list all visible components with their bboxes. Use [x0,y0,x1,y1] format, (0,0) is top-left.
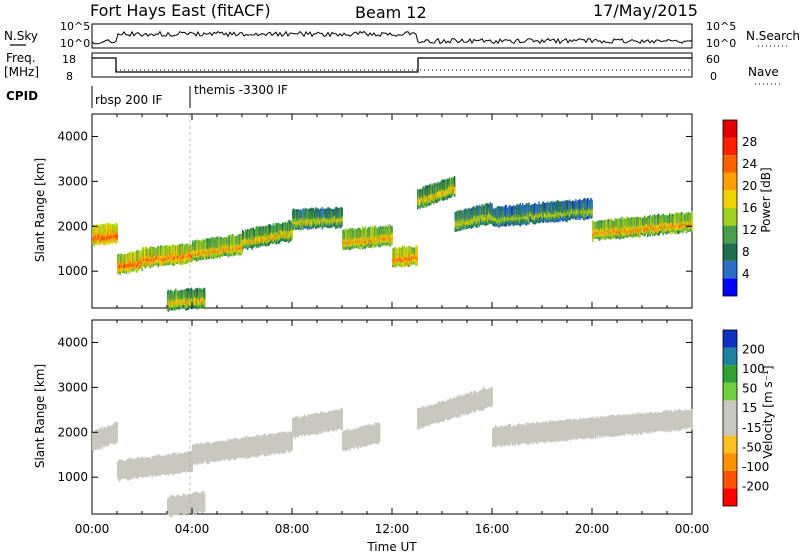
nsky-panel [91,23,693,49]
freq-axis-bottom: 8 [66,70,73,83]
nave-label: Nave [748,65,779,79]
nsky-axis-top: 10^5 [60,20,90,33]
nsky-line [91,30,693,45]
nsearch-axis-top: 10^5 [706,20,736,33]
power-cell [416,244,418,257]
beam-label: Beam 12 [355,3,427,22]
cpid-segment-rbsp: rbsp 200 IF [95,93,162,107]
power-cell [391,226,393,234]
cpid-segment-themis: themis -3300 IF [194,83,288,97]
nsky-axis-bottom: 10^0 [60,37,90,50]
cpid-label: CPID [6,89,38,103]
power-cell [116,224,118,234]
chart-title: Fort Hays East (fitACF) [90,1,271,20]
freq-label-line1: Freq. [6,51,36,65]
power-cell [453,176,456,188]
power-panel-marks [92,176,693,312]
nsky-label: N.Sky [4,29,38,43]
nsky-trace [91,30,693,45]
freq-axis-top: 18 [62,53,76,66]
nave-axis-bottom: 0 [710,70,717,83]
freq-trace [92,57,692,73]
freq-label-line2: [MHz] [4,65,39,79]
power-cell [341,207,343,216]
power-panel [91,113,693,309]
nsearch-axis-bottom: 10^0 [706,37,736,50]
date-label: 17/May/2015 [593,1,698,20]
nsearch-label: N.Search [746,29,800,43]
power-cell [691,211,693,222]
freq-panel [91,52,693,78]
power-cell [391,230,393,238]
nave-axis-top: 60 [706,53,720,66]
power-cell [591,200,593,209]
